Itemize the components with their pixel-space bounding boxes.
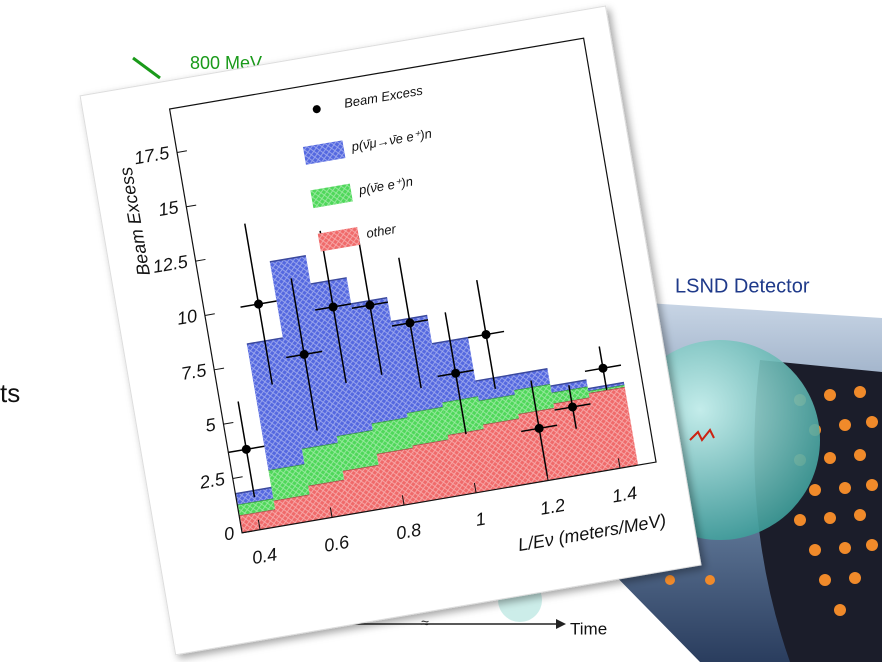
text-fragment: ts	[0, 378, 20, 408]
histogram-hatch	[343, 465, 386, 515]
x-tick-label: 0.4	[251, 544, 279, 568]
histogram-hatch	[302, 443, 344, 486]
chart-card: Beam Excess L/Eν (meters/MeV) 02.557.510…	[80, 6, 701, 655]
slide: 800 MeV ts LSND Detector ≈ Time Beam Exc…	[0, 0, 882, 662]
histogram-hatch	[337, 430, 379, 471]
time-label: Time	[570, 619, 607, 638]
beam-line	[133, 58, 160, 78]
axis-break: ≈	[421, 615, 429, 631]
y-tick-label: 10	[175, 306, 198, 329]
time-arrow-head	[556, 619, 566, 629]
x-tick-label: 1.2	[539, 495, 567, 519]
histogram-hatch	[308, 480, 350, 521]
x-tick-label: 1.4	[611, 483, 639, 507]
detector-label: LSND Detector	[675, 275, 810, 297]
x-tick-label: 0.8	[395, 520, 423, 544]
